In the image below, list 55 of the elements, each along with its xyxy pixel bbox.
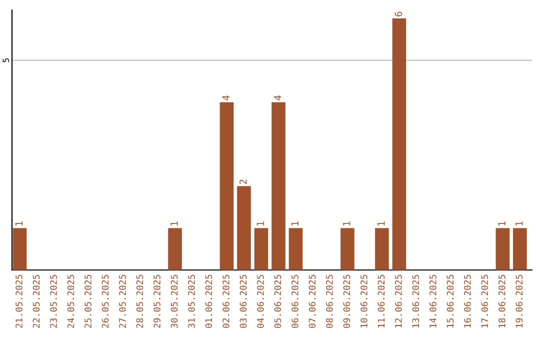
x-tick-label: 13.06.2025 <box>412 274 420 328</box>
x-tick-label: 17.06.2025 <box>481 274 488 328</box>
data-label: 6 <box>394 12 402 16</box>
x-tick-label: 25.05.2025 <box>84 274 92 328</box>
x-tick-label: 15.06.2025 <box>446 274 454 328</box>
bar <box>168 228 182 270</box>
x-tick-label: 26.05.2025 <box>102 274 109 328</box>
x-tick-label: 11.06.2025 <box>378 274 385 328</box>
x-tick-label: 19.06.2025 <box>516 274 523 328</box>
bar <box>375 228 389 270</box>
x-tick-label: 22.05.2025 <box>32 274 40 328</box>
bar <box>237 186 251 270</box>
data-label: 2 <box>239 180 247 184</box>
x-tick-label: 08.06.2025 <box>326 274 333 328</box>
data-label: 4 <box>274 95 282 100</box>
y-tick-label: 5 <box>2 58 9 62</box>
x-tick-label: 06.06.2025 <box>292 274 298 328</box>
x-tick-label: 31.05.2025 <box>188 274 195 328</box>
bar <box>272 102 286 270</box>
bar <box>392 18 406 270</box>
bar <box>220 102 234 270</box>
bar <box>513 228 527 270</box>
data-label: 4 <box>222 95 230 100</box>
x-tick-label: 16.06.2025 <box>464 274 471 328</box>
data-label: 1 <box>498 221 506 226</box>
data-label: 1 <box>516 221 523 226</box>
x-tick-label: 09.06.2025 <box>343 274 350 328</box>
x-tick-label: 28.05.2025 <box>136 274 144 328</box>
data-label: 1 <box>170 221 178 226</box>
x-tick-label: 03.06.2025 <box>240 274 247 328</box>
data-label: 1 <box>256 221 264 226</box>
x-tick-label: 29.05.2025 <box>154 274 160 328</box>
bar <box>340 228 354 270</box>
data-label: 1 <box>343 221 350 226</box>
x-tick-label: 10.06.2025 <box>360 274 368 328</box>
data-label: 1 <box>15 221 22 226</box>
x-tick-label: 01.06.2025 <box>205 274 212 328</box>
x-tick-label: 02.06.2025 <box>222 274 230 328</box>
x-tick-label: 21.05.2025 <box>16 274 22 328</box>
bar <box>288 228 303 270</box>
x-tick-label: 18.06.2025 <box>498 274 506 328</box>
x-tick-label: 23.05.2025 <box>50 274 57 328</box>
x-tick-label: 14.06.2025 <box>430 274 436 328</box>
x-tick-label: 05.06.2025 <box>274 274 282 328</box>
x-tick-label: 30.05.2025 <box>170 274 178 328</box>
x-tick-label: 07.06.2025 <box>308 274 316 328</box>
x-tick-label: 27.05.2025 <box>119 274 126 328</box>
x-tick-label: 12.06.2025 <box>395 274 402 328</box>
x-tick-label: 24.05.2025 <box>67 274 74 328</box>
data-label: 1 <box>291 221 298 226</box>
x-tick-label: 04.06.2025 <box>257 274 264 328</box>
bar <box>12 228 27 270</box>
bar <box>254 228 268 270</box>
bar <box>496 228 510 270</box>
data-label: 1 <box>378 221 385 226</box>
